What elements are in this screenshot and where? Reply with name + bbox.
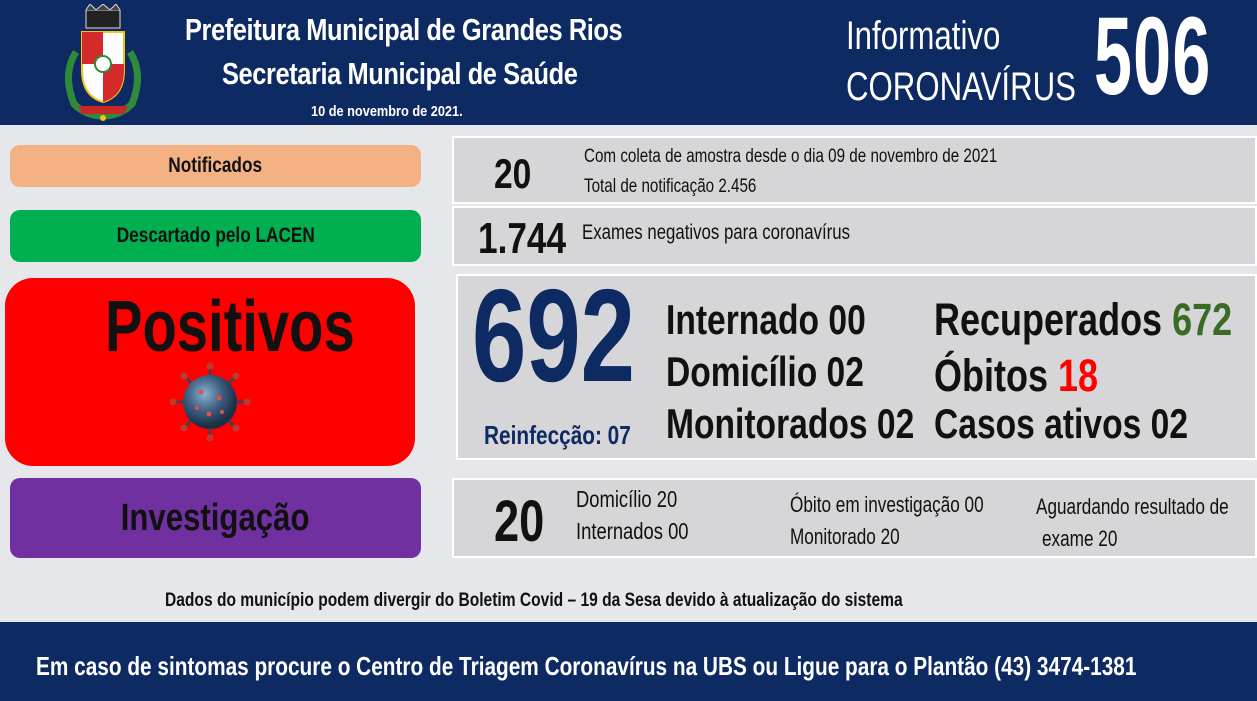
- obitos-value: 18: [1058, 350, 1099, 401]
- positivos-label: Positivos: [105, 287, 355, 367]
- bulletin-date: 10 de novembro de 2021.: [311, 103, 463, 120]
- obito-investigacao: Óbito em investigação 00: [790, 492, 984, 517]
- positivos-value: 692: [472, 262, 635, 409]
- descartado-value: 1.744: [478, 214, 567, 263]
- positivos-panel: 692 Reinfecção: 07 Internado 00 Domicíli…: [456, 270, 1257, 460]
- recuperados-value: 672: [1172, 294, 1233, 345]
- obitos-label: Óbitos: [934, 350, 1048, 401]
- footer-bar: Em caso de sintomas procure o Centro de …: [0, 622, 1257, 701]
- investigacao-panel: 20 Domicílio 20 Internados 00 Óbito em i…: [452, 478, 1257, 558]
- descartado-panel: 1.744 Exames negativos para coronavírus: [452, 206, 1257, 266]
- coronavirus-label: CORONAVÍRUS: [846, 65, 1076, 109]
- municipal-crest-icon: [65, 4, 141, 121]
- header-bar: Prefeitura Municipal de Grandes Rios Sec…: [0, 0, 1257, 125]
- informativo-label: Informativo: [846, 14, 1001, 58]
- disclaimer-text: Dados do município podem divergir do Bol…: [165, 590, 903, 611]
- positivos-label-box: Positivos: [5, 278, 415, 466]
- aguardando-resultado-1: Aguardando resultado de: [1036, 494, 1229, 519]
- notificados-desc-1: Com coleta de amostra desde o dia 09 de …: [584, 146, 998, 167]
- recuperados-row: Recuperados 672: [934, 294, 1232, 346]
- investigacao-monitorado: Monitorado 20: [790, 524, 900, 549]
- casos-ativos-count: Casos ativos 02: [934, 400, 1189, 447]
- domicilio-count: Domicílio 02: [666, 348, 864, 395]
- reinfeccao-count: Reinfecção: 07: [484, 420, 631, 450]
- monitorados-count: Monitorados 02: [666, 400, 915, 447]
- descartado-label-box: Descartado pelo LACEN: [10, 210, 421, 262]
- aguardando-resultado-2: exame 20: [1042, 526, 1118, 551]
- internado-count: Internado 00: [666, 296, 866, 343]
- investigacao-label: Investigação: [121, 496, 310, 539]
- prefeitura-title: Prefeitura Municipal de Grandes Rios: [185, 12, 623, 47]
- descartado-label: Descartado pelo LACEN: [116, 224, 315, 247]
- bulletin-number: 506: [1094, 0, 1212, 118]
- secretaria-title: Secretaria Municipal de Saúde: [222, 56, 578, 91]
- obitos-row: Óbitos 18: [934, 350, 1098, 402]
- footer-text: Em caso de sintomas procure o Centro de …: [36, 651, 1137, 681]
- notificados-label: Notificados: [168, 154, 263, 177]
- notificados-panel: 20 Com coleta de amostra desde o dia 09 …: [452, 136, 1257, 204]
- investigacao-domicilio: Domicílio 20: [576, 486, 678, 512]
- investigacao-value: 20: [494, 489, 545, 554]
- investigacao-internados: Internados 00: [576, 518, 689, 544]
- notificados-value: 20: [494, 150, 532, 197]
- investigacao-label-box: Investigação: [10, 478, 421, 558]
- notificados-label-box: Notificados: [10, 145, 421, 187]
- descartado-desc: Exames negativos para coronavírus: [582, 221, 851, 244]
- notificados-desc-2: Total de notificação 2.456: [584, 176, 757, 197]
- virus-icon: [169, 362, 251, 442]
- recuperados-label: Recuperados: [934, 294, 1163, 345]
